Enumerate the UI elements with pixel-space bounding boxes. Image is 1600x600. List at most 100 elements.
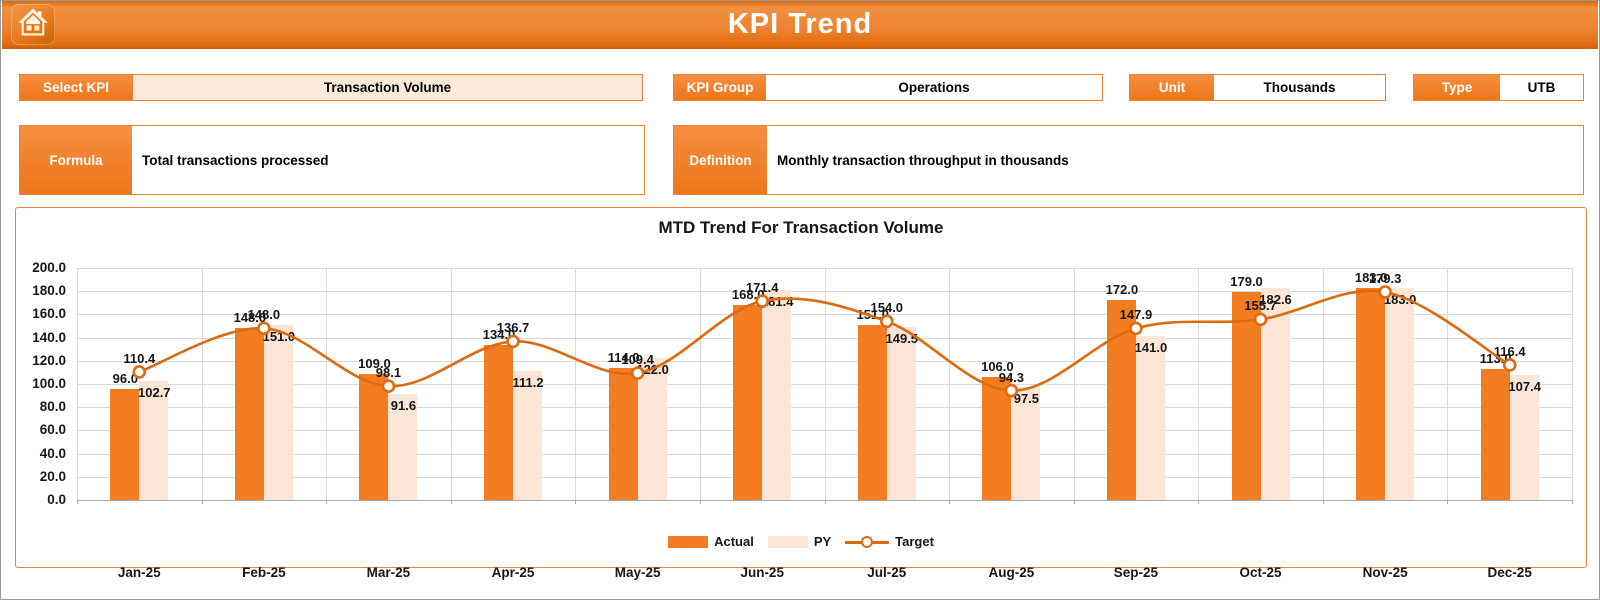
kpi-group-value: Operations xyxy=(766,75,1102,100)
kpi-group-label: KPI Group xyxy=(674,75,766,100)
x-axis-category-label: Apr-25 xyxy=(491,565,535,580)
value-label-py: 91.6 xyxy=(390,397,417,413)
chart-bar-actual xyxy=(1356,287,1386,500)
value-label-py: 111.2 xyxy=(512,375,544,390)
chart-bar-py xyxy=(1509,375,1539,500)
x-axis-category-label: Feb-25 xyxy=(242,565,286,580)
home-button[interactable] xyxy=(11,4,55,45)
value-label-py: 149.5 xyxy=(885,330,919,346)
legend-line-circle xyxy=(861,535,874,548)
type-group: Type UTB xyxy=(1413,74,1584,101)
x-axis-tick xyxy=(326,500,328,504)
chart-bar-actual xyxy=(359,373,389,500)
x-axis-category-label: Nov-25 xyxy=(1362,565,1408,580)
y-axis-tick-label: 140.0 xyxy=(32,329,66,345)
definition-label: Definition xyxy=(674,126,767,194)
gridline-v xyxy=(1572,268,1573,500)
formula-value: Total transactions processed xyxy=(132,126,644,194)
y-axis-tick-label: 0.0 xyxy=(47,492,66,507)
x-axis-category-label: Sep-25 xyxy=(1113,565,1159,580)
value-label-py: 122.0 xyxy=(636,362,669,378)
value-label-py: 97.5 xyxy=(1013,390,1040,406)
gridline-v xyxy=(699,268,701,500)
formula-group: Formula Total transactions processed xyxy=(19,125,645,195)
chart-bar-py xyxy=(1385,287,1415,500)
value-label-actual: 172.0 xyxy=(1105,282,1139,298)
chart-bar-py xyxy=(139,380,169,500)
chart-bar-actual xyxy=(857,324,887,500)
legend-item-actual: Actual xyxy=(668,534,754,549)
value-label-py: 102.7 xyxy=(138,384,171,400)
value-label-target: 98.1 xyxy=(375,365,402,381)
x-axis-tick xyxy=(77,500,78,504)
y-axis-tick-label: 200.0 xyxy=(32,260,66,275)
x-axis-tick xyxy=(1198,500,1200,504)
y-axis-tick-label: 60.0 xyxy=(39,422,66,438)
x-axis-tick xyxy=(1073,500,1075,504)
gridline-v xyxy=(77,268,78,500)
y-axis-tick-label: 160.0 xyxy=(32,306,66,322)
x-axis-tick xyxy=(1572,500,1573,504)
chart-bar-py xyxy=(762,289,792,500)
gridline-v xyxy=(949,268,951,500)
chart-bar-py xyxy=(263,324,293,500)
chart-card: MTD Trend For Transaction Volume 0.0 20.0… xyxy=(15,207,1587,580)
value-label-target: 179.3 xyxy=(1368,271,1402,286)
legend-label-actual: Actual xyxy=(714,534,754,549)
unit-label: Unit xyxy=(1130,75,1214,100)
value-label-py: 141.0 xyxy=(1134,340,1168,356)
value-label-target: 154.0 xyxy=(870,300,904,316)
x-axis-tick xyxy=(1447,500,1449,504)
x-axis-category-label: Jul-25 xyxy=(867,565,907,580)
definition-value: Monthly transaction throughput in thousa… xyxy=(767,126,1583,194)
value-label-target: 110.4 xyxy=(123,350,156,366)
gridline-v xyxy=(450,268,452,500)
value-label-target: 94.3 xyxy=(998,369,1025,385)
gridline-v xyxy=(1198,268,1200,500)
x-axis-category-label: Mar-25 xyxy=(366,565,411,580)
value-label-actual: 183.0 xyxy=(1354,269,1388,285)
y-axis-tick-label: 20.0 xyxy=(39,468,66,484)
chart-bar-actual xyxy=(982,377,1012,500)
y-axis: 0.0 20.0 40.0 60.0 80.0 100.0 120.0 140.0 160.0 1… xyxy=(16,260,70,507)
value-label-actual: 96.0 xyxy=(112,370,138,386)
legend-swatch-actual xyxy=(668,535,709,548)
chart-bar-py xyxy=(1260,288,1290,500)
value-label-target: 148.0 xyxy=(247,307,281,323)
y-axis-tick-label: 120.0 xyxy=(32,352,66,368)
chart-legend: Actual PY Target xyxy=(16,534,1586,549)
legend-swatch-py xyxy=(767,535,808,548)
kpi-group-group: KPI Group Operations xyxy=(673,74,1103,101)
chart-bar-py xyxy=(886,326,916,500)
select-kpi-group: Select KPI Transaction Volume xyxy=(19,74,643,101)
chart-bar-actual xyxy=(234,328,264,500)
y-axis-tick-label: 40.0 xyxy=(39,445,66,461)
chart-bar-py xyxy=(513,371,543,500)
x-axis-category-label: Aug-25 xyxy=(988,565,1035,580)
x-axis-category-label: May-25 xyxy=(614,565,661,580)
value-label-target: 147.9 xyxy=(1119,307,1153,323)
chart-bar-py xyxy=(1135,336,1165,500)
x-axis-tick xyxy=(699,500,701,504)
value-label-target: 116.4 xyxy=(1493,343,1526,359)
formula-label: Formula xyxy=(20,126,132,194)
select-kpi-value[interactable]: Transaction Volume xyxy=(132,75,642,100)
chart-bar-actual xyxy=(733,305,763,500)
x-axis-tick xyxy=(824,500,826,504)
chart-bar-py xyxy=(1011,386,1041,500)
chart-bar-actual xyxy=(484,344,514,500)
x-axis-category-label: Jun-25 xyxy=(740,565,784,580)
value-label-actual: 179.0 xyxy=(1230,274,1263,290)
value-label-py: 183.0 xyxy=(1383,291,1417,307)
chart-bar-actual xyxy=(608,367,638,500)
x-axis-tick xyxy=(575,500,577,504)
type-value: UTB xyxy=(1500,75,1583,100)
unit-group: Unit Thousands xyxy=(1129,74,1386,101)
x-axis-tick xyxy=(450,500,452,504)
type-label: Type xyxy=(1414,75,1500,100)
chart-bar-actual xyxy=(1231,292,1261,500)
value-label-py: 181.4 xyxy=(760,293,794,309)
legend-label-target: Target xyxy=(895,534,934,549)
gridline-v xyxy=(1073,268,1075,500)
legend-item-py: PY xyxy=(767,534,831,549)
